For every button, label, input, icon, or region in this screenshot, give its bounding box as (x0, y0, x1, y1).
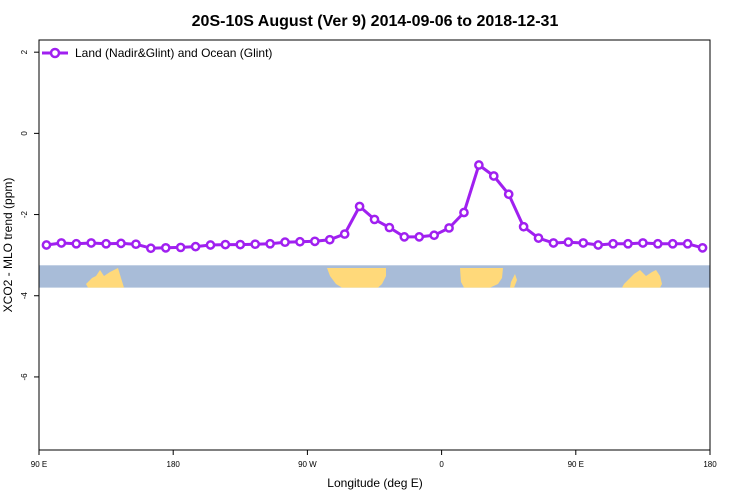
data-point (86, 238, 97, 248)
data-point (533, 233, 544, 243)
land-shape (327, 268, 386, 288)
data-point (444, 223, 454, 233)
legend-label: Land (Nadir&Glint) and Ocean (Glint) (75, 46, 272, 60)
data-point (682, 238, 693, 249)
data-point (548, 238, 559, 248)
data-point (697, 242, 708, 253)
x-tick-label: 90 E (31, 460, 47, 469)
data-point (399, 232, 410, 242)
data-point (310, 236, 320, 247)
data-point (369, 214, 380, 225)
series-line (46, 163, 703, 250)
chart-title: 20S-10S August (Ver 9) 2014-09-06 to 201… (192, 13, 559, 30)
x-axis-label: Longitude (deg E) (327, 476, 422, 490)
data-point (518, 221, 529, 232)
data-point (459, 207, 469, 218)
data-point (235, 239, 246, 250)
data-point (474, 160, 484, 170)
data-point (250, 239, 261, 250)
data-point (71, 238, 82, 249)
data-point (56, 238, 67, 248)
data-point (220, 239, 231, 250)
land-shape (86, 268, 124, 288)
legend-marker (49, 47, 61, 59)
data-point (324, 234, 335, 245)
data-point (41, 240, 52, 250)
data-point (578, 238, 589, 248)
data-point (623, 238, 633, 249)
data-point (145, 243, 156, 254)
map-strip (39, 265, 710, 288)
y-axis-label: XCO2 - MLO trend (ppm) (1, 178, 15, 313)
data-point (488, 171, 499, 181)
y-tick-label: 0 (20, 131, 29, 136)
data-point (339, 229, 350, 239)
x-tick-label: 0 (439, 460, 444, 469)
data-point (652, 238, 663, 249)
x-tick-label: 180 (703, 460, 717, 469)
y-axis: 2 0 -2 -4 -6 (20, 49, 39, 380)
data-point (265, 238, 275, 249)
data-point (160, 242, 171, 253)
data-point (295, 236, 305, 247)
land-shape (510, 274, 517, 288)
x-tick-label: 180 (167, 460, 181, 469)
data-point (190, 241, 201, 252)
data-point (116, 238, 126, 249)
data-point (593, 240, 604, 250)
plot-frame (38, 39, 711, 451)
land-shape (622, 270, 662, 288)
data-point (429, 230, 439, 241)
x-tick-label: 90 W (298, 460, 317, 469)
data-point (205, 240, 216, 250)
data-point (384, 222, 395, 233)
y-tick-label: -6 (20, 373, 29, 381)
series-layer (41, 160, 708, 254)
y-tick-label: -2 (20, 210, 29, 218)
data-point (638, 238, 648, 248)
data-point (563, 237, 574, 248)
data-point (131, 239, 141, 250)
data-point (667, 238, 678, 249)
data-point (101, 238, 111, 249)
x-axis: 90 E 180 90 W 0 90 E 180 (31, 450, 717, 469)
x-tick-label: 90 E (568, 460, 584, 469)
data-point (608, 238, 618, 249)
data-point (503, 189, 514, 200)
data-point (280, 237, 290, 248)
y-tick-label: -4 (20, 292, 29, 300)
data-point (354, 201, 365, 212)
data-point (175, 242, 186, 253)
y-tick-label: 2 (20, 49, 29, 54)
legend: Land (Nadir&Glint) and Ocean (Glint) (42, 46, 272, 60)
data-point (414, 232, 425, 242)
land-shape (460, 268, 503, 288)
